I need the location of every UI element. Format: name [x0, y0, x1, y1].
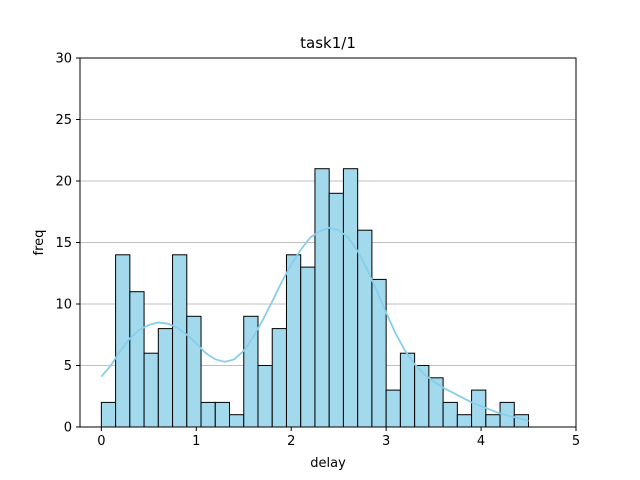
- kde-layer: [100, 226, 529, 422]
- x-axis-title: delay: [310, 456, 346, 471]
- x-tick-label: 2: [287, 434, 295, 449]
- histogram-bar: [186, 315, 202, 428]
- histogram-bar: [285, 254, 302, 428]
- histogram-bar: [129, 291, 145, 428]
- x-tick-label: 5: [572, 434, 580, 449]
- histogram-bar: [385, 389, 401, 428]
- histogram-bar: [200, 401, 216, 428]
- y-tick-label: 20: [55, 175, 72, 190]
- y-tick-label: 0: [64, 421, 72, 436]
- histogram-bar: [399, 352, 416, 428]
- histogram-bar: [172, 254, 188, 428]
- x-axis: 0 1 2 3 4 5: [97, 427, 580, 449]
- y-tick-label: 5: [64, 359, 72, 374]
- histogram-bar: [485, 414, 501, 428]
- histogram-bar: [342, 168, 359, 428]
- histogram-bar: [456, 414, 473, 428]
- histogram-bar: [100, 401, 117, 428]
- y-axis: 0 5 10 15 20 25 30: [55, 52, 80, 436]
- histogram-bar: [414, 365, 430, 428]
- y-tick-label: 10: [55, 298, 72, 313]
- histogram-bar: [257, 365, 273, 428]
- y-axis-title: freq: [32, 230, 47, 256]
- kde-curve: [100, 226, 529, 422]
- chart-title: task1/1: [300, 34, 356, 52]
- histogram-bar: [157, 328, 174, 428]
- x-tick-label: 0: [97, 434, 105, 449]
- histogram-bar: [371, 278, 387, 428]
- histogram-bar: [214, 401, 231, 428]
- histogram-bar: [428, 377, 444, 428]
- x-tick-label: 4: [477, 434, 485, 449]
- histogram-bar: [229, 414, 245, 428]
- x-tick-label: 3: [382, 434, 390, 449]
- histogram-bar: [271, 328, 287, 428]
- histogram-bar: [357, 229, 373, 428]
- histogram-bar: [442, 401, 458, 428]
- histogram-bar: [471, 389, 487, 428]
- y-tick-label: 25: [55, 113, 72, 128]
- y-tick-label: 15: [55, 236, 72, 251]
- histogram-bar: [143, 352, 159, 428]
- histogram-bar: [314, 168, 330, 428]
- y-tick-label: 30: [55, 52, 72, 67]
- x-tick-label: 1: [192, 434, 200, 449]
- histogram-bar: [300, 266, 316, 428]
- bars-layer: [100, 168, 530, 428]
